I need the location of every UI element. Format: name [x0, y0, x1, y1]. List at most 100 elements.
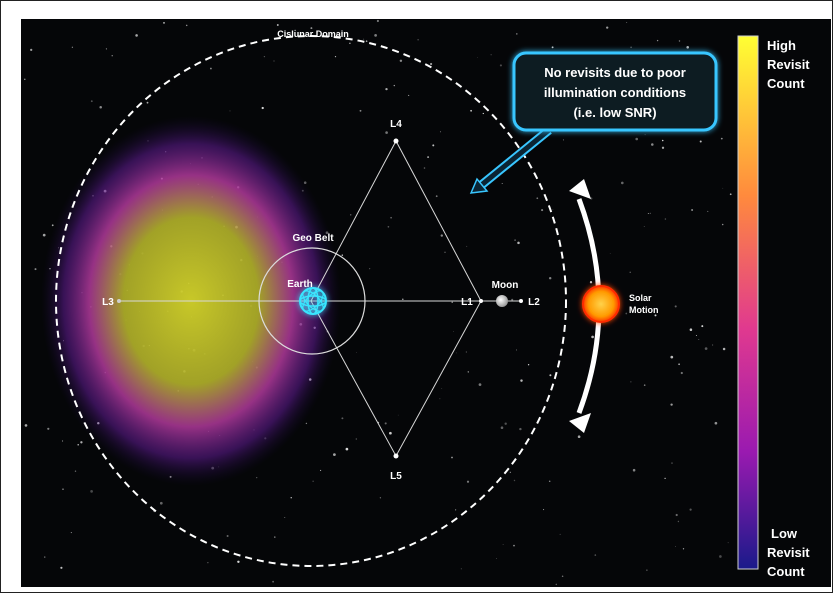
- star: [632, 468, 636, 472]
- star: [513, 479, 516, 482]
- star: [689, 328, 693, 331]
- star: [620, 181, 624, 185]
- star: [675, 513, 678, 517]
- star: [502, 544, 504, 545]
- star: [460, 568, 462, 570]
- star: [559, 533, 561, 535]
- star: [720, 137, 723, 140]
- star: [689, 508, 692, 511]
- l1-point: [479, 299, 483, 303]
- star: [90, 100, 93, 103]
- star: [276, 24, 279, 26]
- star: [44, 556, 46, 558]
- star: [320, 469, 322, 471]
- star: [70, 532, 72, 534]
- cislunar-domain-label: Cislunar Domain: [277, 29, 349, 39]
- star: [432, 144, 435, 147]
- star: [674, 305, 677, 308]
- star: [440, 234, 443, 237]
- star: [680, 371, 683, 375]
- star: [664, 477, 666, 480]
- arrowhead-down-icon: [569, 413, 591, 433]
- star: [24, 78, 26, 81]
- star: [77, 443, 79, 446]
- star: [511, 298, 514, 301]
- star: [589, 281, 593, 284]
- star: [261, 106, 264, 110]
- star: [625, 312, 628, 315]
- star: [350, 214, 352, 216]
- colorbar-low-line2: Revisit: [767, 545, 810, 560]
- star: [146, 101, 149, 104]
- star: [712, 344, 714, 346]
- star: [430, 62, 433, 66]
- star: [490, 54, 492, 56]
- star: [626, 22, 628, 23]
- sun-icon: [582, 285, 620, 323]
- star: [272, 580, 274, 583]
- star: [209, 67, 212, 70]
- star: [369, 268, 371, 270]
- star: [24, 424, 28, 427]
- l3-point: [117, 299, 121, 303]
- star: [678, 363, 680, 366]
- star: [455, 509, 457, 511]
- star: [729, 193, 732, 196]
- star: [390, 216, 392, 219]
- l4-point: [393, 138, 399, 144]
- star: [263, 55, 266, 58]
- star: [517, 241, 520, 245]
- star: [305, 422, 308, 425]
- star: [536, 197, 539, 200]
- cislunar-domain-boundary: [55, 35, 567, 567]
- callout-line3: (i.e. low SNR): [573, 105, 656, 120]
- star: [163, 22, 165, 24]
- star: [451, 456, 453, 459]
- star: [30, 48, 33, 52]
- star: [549, 374, 552, 377]
- star: [465, 351, 467, 353]
- star: [721, 223, 724, 226]
- star: [722, 347, 726, 351]
- star: [374, 34, 377, 37]
- star: [455, 352, 457, 354]
- solar-label-line1: Solar: [629, 293, 652, 303]
- star: [515, 349, 518, 351]
- star: [590, 197, 593, 200]
- star: [577, 435, 581, 439]
- star: [644, 134, 646, 136]
- star: [635, 137, 639, 141]
- star: [111, 55, 113, 57]
- star: [478, 383, 482, 386]
- star: [185, 24, 188, 27]
- star: [682, 548, 685, 550]
- star: [654, 314, 657, 317]
- star: [427, 156, 430, 159]
- earth-label: Earth: [287, 279, 313, 290]
- star: [356, 352, 357, 354]
- star: [237, 560, 240, 564]
- moon-label: Moon: [492, 280, 519, 291]
- callout-line1: No revisits due to poor: [544, 65, 686, 80]
- star: [701, 325, 704, 328]
- colorbar-high-line2: Revisit: [767, 57, 810, 72]
- star: [466, 480, 470, 483]
- star: [349, 42, 351, 45]
- star: [135, 34, 138, 37]
- star: [551, 46, 554, 49]
- star: [499, 64, 502, 67]
- star: [686, 46, 689, 49]
- star: [274, 536, 276, 538]
- star: [548, 480, 551, 482]
- star: [476, 56, 478, 58]
- star: [439, 398, 441, 400]
- star: [105, 48, 107, 50]
- solar-label-line2: Motion: [629, 305, 659, 315]
- star: [664, 218, 667, 220]
- l5-label: L5: [390, 471, 402, 482]
- star: [591, 335, 594, 339]
- star: [548, 276, 552, 280]
- colorbar-high-line1: High: [767, 38, 796, 53]
